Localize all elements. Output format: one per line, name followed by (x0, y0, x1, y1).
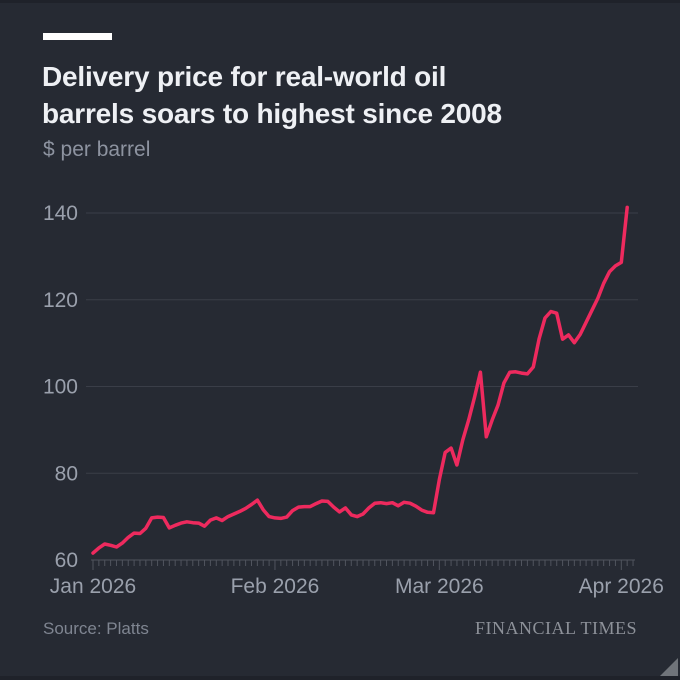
chart-subtitle: $ per barrel (43, 138, 151, 161)
y-tick-label: 60 (55, 549, 78, 572)
x-month-label: Apr 2026 (579, 575, 664, 598)
price-line (91, 205, 629, 555)
x-axis-ticks (92, 560, 634, 570)
y-gridlines (86, 212, 638, 474)
x-month-label: Feb 2026 (231, 575, 320, 598)
source-note: Source: Platts (43, 619, 149, 638)
top-edge-strip (0, 0, 680, 3)
chart-title-line1: Delivery price for real-world oil (42, 61, 447, 92)
financial-times-logo: FINANCIAL TIMES (474, 618, 637, 638)
bottom-edge-strip (0, 676, 680, 680)
y-tick-label: 120 (43, 289, 78, 312)
x-month-label: Jan 2026 (50, 575, 136, 598)
accent-bar (43, 33, 112, 40)
x-month-label: Mar 2026 (395, 575, 484, 598)
chart-title: Delivery price for real-world oil barrel… (42, 58, 642, 132)
y-tick-label: 80 (55, 462, 78, 485)
y-axis-labels: 60 80 100 120 140 (43, 202, 78, 572)
x-axis-labels: Jan 2026 Feb 2026 Mar 2026 Apr 2026 (50, 575, 664, 598)
y-tick-label: 140 (43, 202, 78, 225)
chart-title-line2: barrels soars to highest since 2008 (42, 98, 502, 129)
y-tick-label: 100 (43, 376, 78, 399)
